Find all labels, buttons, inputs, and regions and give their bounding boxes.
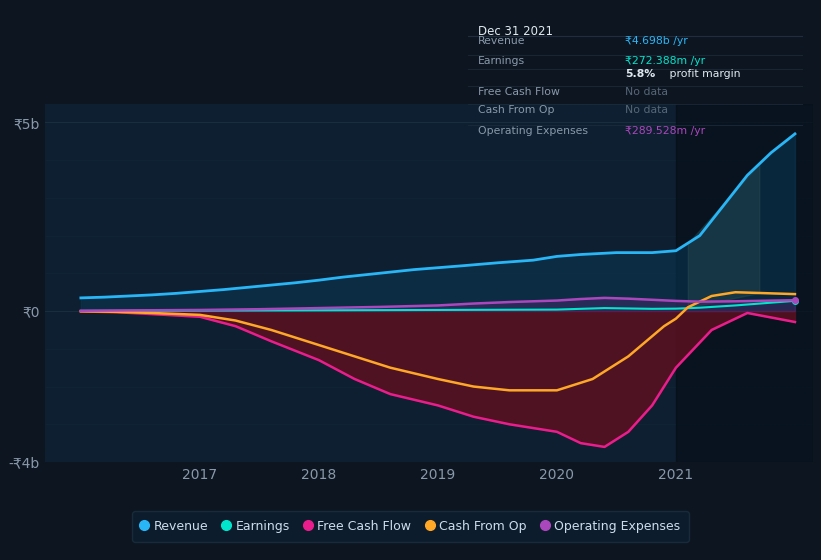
- Text: Cash From Op: Cash From Op: [478, 105, 554, 115]
- Text: Dec 31 2021: Dec 31 2021: [478, 25, 553, 38]
- Text: Revenue: Revenue: [478, 36, 525, 46]
- Text: ₹4.698b /yr: ₹4.698b /yr: [626, 36, 688, 46]
- Text: No data: No data: [626, 87, 668, 97]
- Text: No data: No data: [626, 105, 668, 115]
- Bar: [676, 104, 813, 462]
- Legend: Revenue, Earnings, Free Cash Flow, Cash From Op, Operating Expenses: Revenue, Earnings, Free Cash Flow, Cash …: [132, 511, 689, 542]
- Text: Operating Expenses: Operating Expenses: [478, 125, 588, 136]
- Text: ₹289.528m /yr: ₹289.528m /yr: [626, 125, 705, 136]
- Text: 5.8%: 5.8%: [626, 69, 656, 80]
- Text: Earnings: Earnings: [478, 55, 525, 66]
- Text: profit margin: profit margin: [666, 69, 740, 80]
- Text: Free Cash Flow: Free Cash Flow: [478, 87, 560, 97]
- Text: ₹272.388m /yr: ₹272.388m /yr: [626, 55, 705, 66]
